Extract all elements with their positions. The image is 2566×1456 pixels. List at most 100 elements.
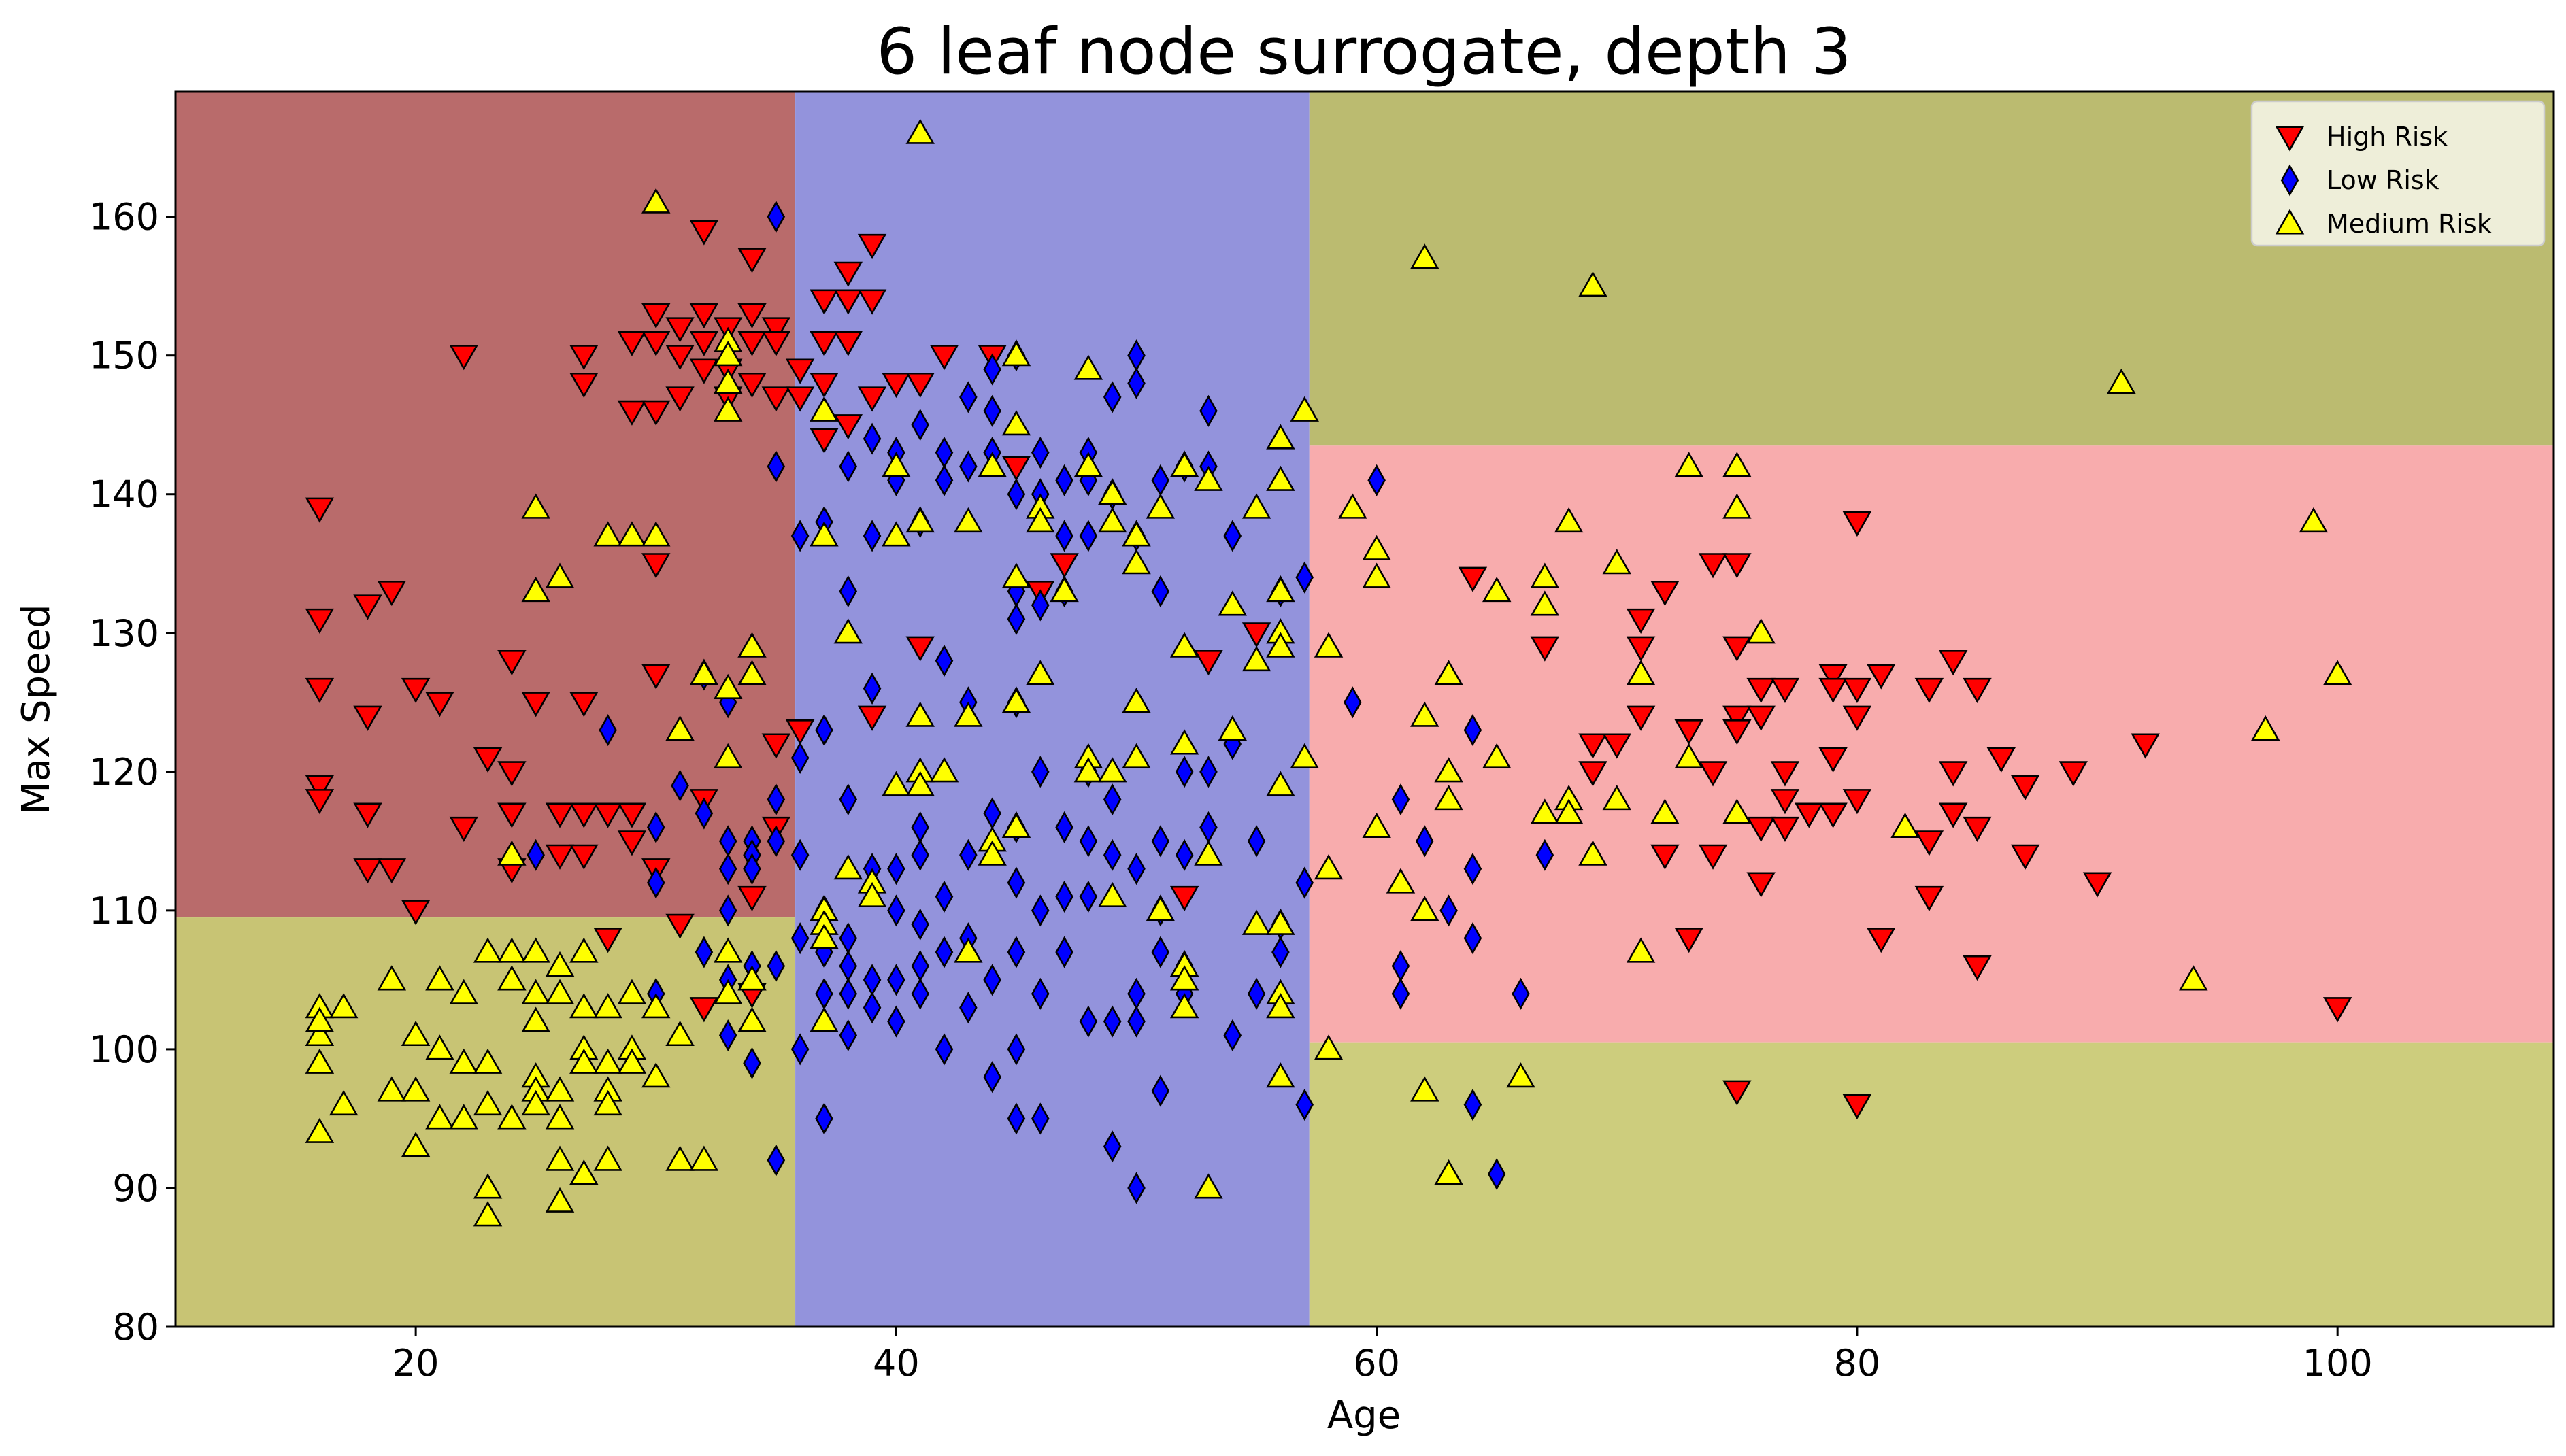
point-triangle-up bbox=[1266, 576, 1295, 603]
point-triangle-up bbox=[1314, 632, 1344, 658]
point-triangle-up bbox=[954, 701, 983, 727]
point-triangle-down bbox=[1674, 928, 1703, 953]
point-diamond bbox=[839, 1019, 858, 1052]
point-triangle-down bbox=[642, 331, 671, 356]
point-diamond bbox=[887, 894, 905, 927]
point-triangle-down bbox=[1722, 719, 1752, 745]
point-diamond bbox=[718, 894, 737, 927]
point-triangle-up bbox=[1434, 1159, 1463, 1185]
legend-label: High Risk bbox=[2327, 122, 2448, 152]
point-triangle-down bbox=[833, 331, 863, 356]
point-triangle-up bbox=[1482, 743, 1512, 768]
point-triangle-up bbox=[1073, 757, 1103, 783]
point-triangle-up bbox=[1097, 507, 1127, 533]
point-diamond bbox=[1247, 977, 1266, 1010]
point-diamond bbox=[1199, 756, 1218, 788]
point-triangle-up bbox=[1001, 341, 1031, 367]
point-triangle-up bbox=[1169, 993, 1199, 1019]
point-triangle-down bbox=[497, 802, 527, 828]
point-diamond bbox=[935, 880, 954, 913]
point-triangle-up bbox=[497, 937, 527, 963]
point-diamond bbox=[1079, 520, 1098, 552]
point-triangle-down bbox=[1722, 636, 1752, 662]
point-diamond bbox=[1295, 866, 1314, 899]
point-triangle-up bbox=[569, 1048, 599, 1074]
x-axis-label: Age bbox=[1327, 1393, 1401, 1438]
plot-frame bbox=[174, 90, 2555, 1328]
point-diamond bbox=[983, 394, 1001, 427]
point-diamond bbox=[1391, 783, 1410, 816]
point-triangle-up bbox=[473, 937, 503, 963]
point-triangle-up bbox=[1001, 812, 1031, 838]
y-tick-label: 100 bbox=[89, 1028, 159, 1071]
point-triangle-up bbox=[545, 979, 575, 1004]
point-triangle-down bbox=[785, 719, 815, 745]
point-triangle-up bbox=[978, 452, 1007, 477]
point-diamond bbox=[1103, 1130, 1122, 1163]
point-diamond bbox=[1416, 825, 1434, 858]
point-diamond bbox=[790, 1033, 810, 1066]
point-triangle-down bbox=[401, 900, 431, 926]
point-triangle-up bbox=[642, 521, 671, 547]
point-diamond bbox=[863, 520, 882, 552]
point-triangle-down bbox=[569, 802, 599, 828]
point-triangle-up bbox=[810, 521, 839, 547]
point-diamond bbox=[1151, 825, 1170, 858]
point-triangle-up bbox=[1554, 798, 1584, 824]
point-triangle-down bbox=[569, 372, 599, 399]
point-triangle-up bbox=[545, 1104, 575, 1130]
point-triangle-down bbox=[642, 400, 671, 426]
point-diamond bbox=[1535, 839, 1554, 871]
point-triangle-up bbox=[545, 562, 575, 588]
point-diamond bbox=[1031, 756, 1050, 788]
point-triangle-up bbox=[1674, 452, 1703, 477]
point-triangle-up bbox=[1122, 743, 1151, 768]
point-triangle-down bbox=[353, 705, 382, 731]
point-diamond bbox=[767, 783, 786, 816]
point-triangle-down bbox=[642, 553, 671, 579]
point-diamond bbox=[959, 839, 978, 871]
point-triangle-up bbox=[2179, 965, 2208, 991]
point-triangle-down bbox=[1746, 705, 1776, 731]
point-triangle-up bbox=[425, 1034, 454, 1060]
point-triangle-down bbox=[617, 830, 647, 856]
point-diamond bbox=[863, 672, 882, 705]
y-tick-label: 120 bbox=[89, 751, 159, 794]
point-triangle-up bbox=[882, 771, 911, 796]
point-triangle-up bbox=[857, 881, 887, 908]
point-triangle-up bbox=[305, 1048, 335, 1074]
point-triangle-up bbox=[1242, 909, 1271, 935]
point-triangle-down bbox=[905, 636, 935, 662]
point-triangle-up bbox=[1242, 645, 1271, 672]
point-triangle-down bbox=[2059, 761, 2088, 787]
legend-marker bbox=[2275, 209, 2305, 235]
point-triangle-up bbox=[1146, 896, 1176, 921]
point-triangle-down bbox=[857, 233, 887, 260]
point-diamond bbox=[935, 936, 954, 968]
point-triangle-down bbox=[689, 358, 719, 384]
point-triangle-up bbox=[737, 1006, 767, 1032]
point-triangle-up bbox=[1001, 410, 1031, 436]
point-triangle-up bbox=[305, 1006, 335, 1032]
point-triangle-up bbox=[569, 993, 599, 1019]
point-triangle-up bbox=[737, 965, 767, 991]
point-triangle-up bbox=[473, 1089, 503, 1116]
point-diamond bbox=[790, 741, 810, 774]
point-triangle-up bbox=[833, 618, 863, 644]
y-axis-label: Max Speed bbox=[14, 604, 59, 814]
point-triangle-up bbox=[1410, 243, 1439, 269]
decision-regions bbox=[176, 92, 2554, 1327]
point-diamond bbox=[839, 575, 858, 608]
point-diamond bbox=[1031, 589, 1050, 622]
point-triangle-down bbox=[785, 386, 815, 412]
x-axis-ticks: 20 40 60 80 100 bbox=[393, 1327, 2373, 1385]
point-triangle-up bbox=[593, 993, 622, 1019]
point-diamond bbox=[1391, 977, 1410, 1010]
point-diamond bbox=[790, 922, 810, 955]
point-triangle-down bbox=[2010, 775, 2040, 800]
point-diamond bbox=[1079, 825, 1098, 858]
point-diamond bbox=[1295, 561, 1314, 594]
point-triangle-down bbox=[1722, 705, 1752, 731]
y-tick-label: 110 bbox=[89, 890, 159, 932]
point-triangle-up bbox=[521, 493, 550, 519]
